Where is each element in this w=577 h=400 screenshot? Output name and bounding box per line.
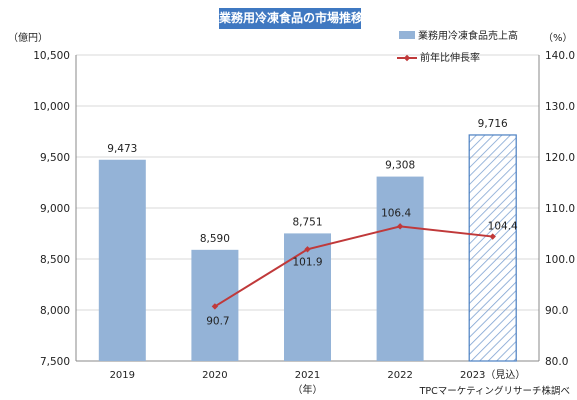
bar-value-label: 9,716 — [478, 118, 508, 130]
legend-swatch-marker — [403, 54, 411, 62]
labels: 7,500 80.0 8,000 90.0 8,500 100.0 9,000 110.0 9,… — [8, 31, 575, 397]
y-left-tick-label: 9,500 — [40, 152, 70, 164]
growth-marker — [211, 303, 219, 310]
y-left-tick-label: 10,500 — [33, 50, 70, 62]
legend-label-line: 前年比伸長率 — [420, 51, 480, 64]
growth-value-label: 104.4 — [488, 221, 518, 233]
bar — [376, 176, 424, 361]
x-tick-label: 2020 — [202, 370, 227, 381]
legend-label-bar: 業務用冷凍食品売上高 — [418, 29, 518, 42]
y-right-tick-label: 140.0 — [545, 50, 575, 62]
bar-value-label: 9,308 — [385, 160, 415, 172]
bars — [98, 134, 517, 362]
growth-marker — [304, 246, 311, 253]
growth-value-label: 106.4 — [381, 207, 411, 219]
x-tick-label: 2023（見込） — [460, 369, 525, 381]
y-left-tick-label: 7,500 — [40, 356, 70, 368]
y-left-tick-label: 8,000 — [40, 305, 70, 317]
y-left-tick-label: 8,500 — [40, 254, 70, 266]
x-tick-label: 2022 — [387, 370, 412, 381]
y-right-tick-label: 120.0 — [545, 152, 575, 164]
y-right-unit: （%） — [543, 32, 573, 44]
x-tick-label: 2021 — [295, 370, 320, 381]
growth-marker — [396, 223, 404, 230]
growth-line — [211, 223, 496, 310]
y-right-tick-label: 90.0 — [545, 305, 568, 317]
growth-marker — [489, 233, 496, 240]
source-note: TPCマーケティングリサーチ株調べ — [419, 385, 570, 397]
y-right-tick-label: 110.0 — [545, 203, 575, 215]
legend-swatch-bar — [399, 31, 415, 39]
bar — [98, 159, 146, 361]
growth-value-label: 101.9 — [292, 256, 322, 268]
y-left-unit: （億円） — [8, 31, 48, 44]
growth-value-label: 90.7 — [206, 315, 229, 327]
chart-title: 業務用冷凍食品の市場推移 — [219, 8, 363, 29]
y-right-tick-label: 130.0 — [545, 101, 575, 113]
y-right-tick-label: 100.0 — [545, 254, 575, 266]
x-unit: （年） — [293, 383, 323, 396]
growth-series-line — [214, 225, 493, 308]
bar-value-label: 8,751 — [292, 216, 322, 228]
y-right-tick-label: 80.0 — [545, 356, 568, 368]
y-left-tick-label: 10,000 — [33, 101, 70, 113]
bar-forecast — [468, 134, 517, 362]
x-tick-label: 2019 — [110, 370, 135, 381]
bar-value-label: 8,590 — [200, 233, 230, 245]
bar-value-label: 9,473 — [107, 143, 137, 155]
y-left-tick-label: 9,000 — [40, 203, 70, 215]
bar — [284, 233, 331, 361]
